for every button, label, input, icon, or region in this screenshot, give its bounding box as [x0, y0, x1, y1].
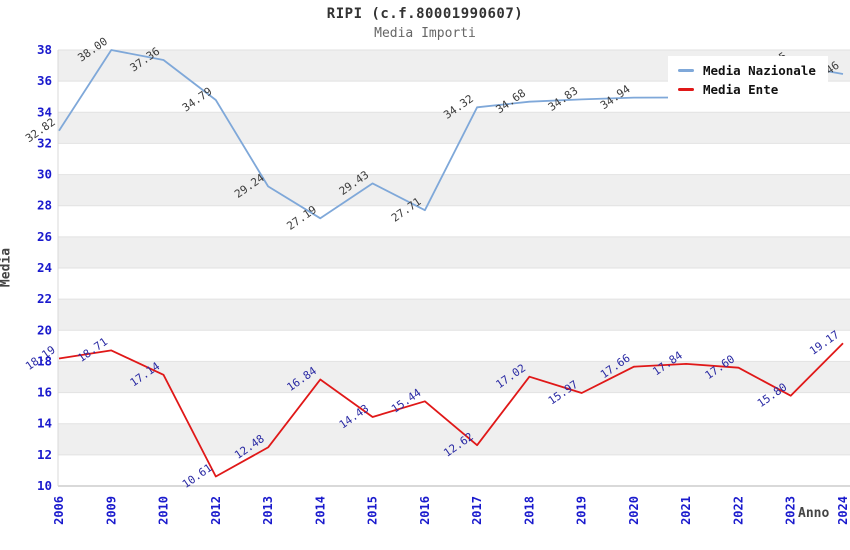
data-label: 18.71 [75, 335, 110, 365]
x-tick-label: 2023 [784, 496, 798, 525]
x-tick-label: 2014 [313, 496, 327, 525]
legend-label: Media Nazionale [703, 63, 816, 78]
y-tick-label: 16 [37, 385, 52, 400]
x-tick-label: 2016 [418, 496, 432, 525]
x-tick-label: 2012 [209, 496, 223, 525]
x-tick-label: 2009 [104, 496, 118, 525]
legend-label: Media Ente [703, 82, 779, 97]
x-tick-label: 2020 [627, 496, 641, 525]
y-tick-label: 38 [37, 42, 52, 57]
y-tick-label: 32 [37, 135, 52, 150]
y-tick-label: 30 [37, 167, 52, 182]
chart-title: RIPI (c.f.80001990607) [326, 6, 524, 22]
x-tick-label: 2006 [52, 496, 66, 525]
y-tick-label: 36 [37, 73, 52, 88]
y-tick-label: 18 [37, 353, 52, 368]
y-tick-label: 12 [37, 447, 52, 462]
legend-swatch-red [678, 88, 694, 91]
chart-subtitle: Media Importi [374, 26, 476, 41]
y-tick-label: 34 [37, 104, 52, 119]
data-label: 34.68 [494, 87, 529, 117]
x-tick-label: 2017 [470, 496, 484, 525]
y-tick-label: 10 [37, 478, 52, 493]
plot-band [58, 112, 850, 144]
plot-band [58, 423, 850, 455]
y-tick-label: 28 [37, 198, 52, 213]
y-tick-label: 22 [37, 291, 52, 306]
y-tick-label: 14 [37, 416, 52, 431]
x-tick-label: 2010 [157, 496, 171, 525]
data-label: 10.61 [180, 461, 215, 491]
x-tick-label: 2024 [836, 496, 850, 525]
legend-item-media-ente[interactable]: Media Ente [678, 80, 816, 99]
x-axis-title: Anno [798, 506, 830, 521]
legend-swatch-blue [678, 69, 694, 72]
data-label: 19.17 [807, 328, 842, 358]
y-tick-label: 20 [37, 322, 52, 337]
legend-item-media-nazionale[interactable]: Media Nazionale [678, 61, 816, 80]
legend: Media Nazionale Media Ente [668, 56, 828, 105]
y-tick-label: 26 [37, 229, 52, 244]
plot-band [58, 236, 850, 268]
x-tick-label: 2015 [366, 496, 380, 525]
x-tick-label: 2021 [679, 496, 693, 525]
y-axis-title: Media [0, 247, 14, 288]
series-line-media-ente[interactable] [58, 342, 844, 478]
x-tick-label: 2013 [261, 496, 275, 525]
plot-band [58, 299, 850, 331]
y-tick-label: 24 [37, 260, 52, 275]
x-tick-label: 2018 [522, 496, 536, 525]
plot-band [58, 174, 850, 206]
data-label: 34.79 [180, 85, 215, 115]
x-tick-label: 2019 [575, 496, 589, 525]
data-label: 18.19 [23, 343, 58, 373]
x-tick-label: 2022 [731, 496, 745, 525]
